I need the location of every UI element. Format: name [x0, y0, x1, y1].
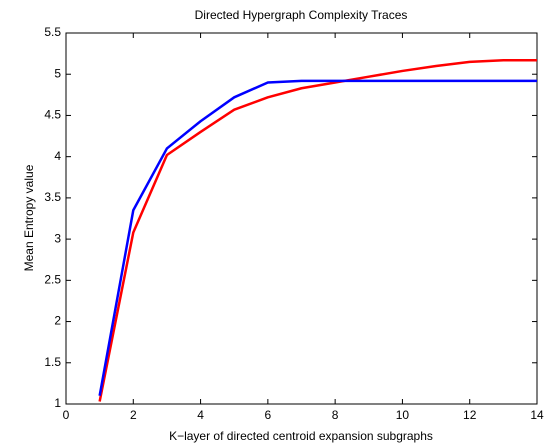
y-tick-label: 5	[54, 66, 61, 80]
x-tick-label: 8	[332, 408, 339, 422]
y-axis-label: Mean Entropy value	[22, 164, 36, 271]
series-line	[98, 79, 537, 396]
x-tick-label: 2	[130, 408, 137, 422]
y-tick-label: 5.5	[44, 25, 61, 39]
chart-title: Directed Hypergraph Complexity Traces	[195, 8, 408, 22]
x-tick-label: 0	[63, 408, 70, 422]
y-tick-label: 1	[54, 396, 61, 410]
y-tick-label: 4.5	[44, 108, 61, 122]
x-tick-label: 14	[530, 408, 544, 422]
series-line	[98, 58, 537, 402]
x-tick-label: 10	[396, 408, 410, 422]
y-tick-label: 3	[54, 231, 61, 245]
x-tick-label: 12	[463, 408, 477, 422]
y-tick-label: 2	[54, 314, 61, 328]
y-tick-label: 4	[54, 149, 61, 163]
y-tick-label: 2.5	[44, 273, 61, 287]
x-axis-label: K−layer of directed centroid expansion s…	[169, 429, 433, 443]
y-tick-label: 3.5	[44, 190, 61, 204]
y-tick-label: 1.5	[44, 355, 61, 369]
x-tick-label: 4	[197, 408, 204, 422]
plot-frame	[65, 32, 538, 405]
x-tick-label: 6	[265, 408, 272, 422]
